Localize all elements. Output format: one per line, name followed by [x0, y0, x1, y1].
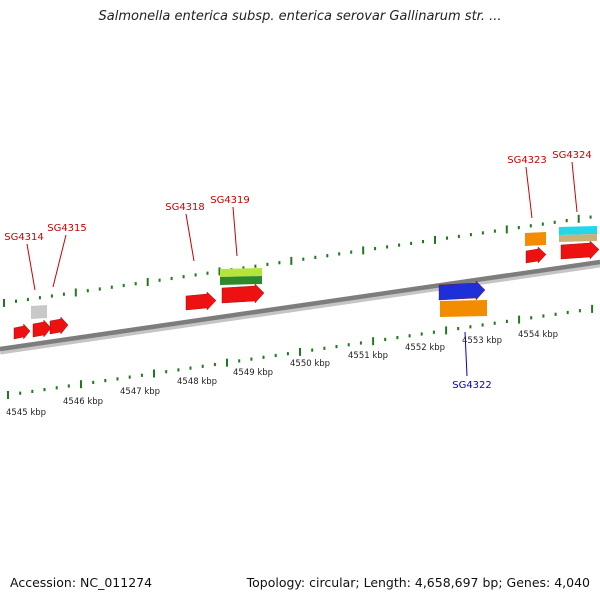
- gene-feature[interactable]: [220, 268, 262, 277]
- gene-label-sg4315[interactable]: SG4315: [47, 223, 87, 234]
- gene-feature[interactable]: [440, 300, 487, 317]
- scale-label: 4547 kbp: [120, 387, 160, 397]
- accession-text: Accession: NC_011274: [10, 575, 153, 590]
- scale-label: 4553 kbp: [462, 336, 502, 346]
- outer-tick-track: [3, 214, 592, 307]
- gene-label-sg4318[interactable]: SG4318: [165, 202, 205, 213]
- gene-label-leader: [571, 161, 578, 213]
- gene-label-leader: [185, 213, 195, 262]
- gene-label-leader: [52, 234, 67, 288]
- gene-feature[interactable]: [13, 323, 31, 340]
- gene-label-sg4319[interactable]: SG4319: [210, 195, 250, 206]
- scale-label: 4551 kbp: [348, 351, 388, 361]
- scale-label: 4545 kbp: [6, 408, 46, 418]
- gene-label-sg4324[interactable]: SG4324: [552, 150, 592, 161]
- backbone: [0, 259, 600, 355]
- gene-feature[interactable]: [438, 280, 486, 301]
- gene-feature[interactable]: [525, 232, 546, 246]
- scale-label: 4548 kbp: [177, 377, 217, 387]
- gene-label-sg4323[interactable]: SG4323: [507, 155, 547, 166]
- scale-label: 4552 kbp: [405, 343, 445, 353]
- gene-feature[interactable]: [221, 283, 265, 304]
- scale-label: 4554 kbp: [518, 330, 558, 340]
- genome-summary-text: Topology: circular; Length: 4,658,697 bp…: [246, 575, 590, 590]
- scale-label: 4549 kbp: [233, 368, 273, 378]
- gene-label-sg4314[interactable]: SG4314: [4, 232, 44, 243]
- gene-feature[interactable]: [559, 234, 597, 242]
- gene-feature[interactable]: [185, 291, 217, 311]
- gene-feature[interactable]: [49, 316, 69, 335]
- gene-label-leader: [26, 243, 36, 291]
- map-title: Salmonella enterica subsp. enterica sero…: [98, 9, 502, 24]
- gene-features[interactable]: [13, 226, 600, 340]
- backbone-line: [0, 259, 600, 352]
- gene-label-sg4322[interactable]: SG4322: [452, 380, 492, 391]
- gene-feature[interactable]: [560, 240, 600, 260]
- inner-tick-track: [7, 304, 594, 399]
- gene-feature[interactable]: [32, 319, 52, 338]
- scale-label: 4546 kbp: [63, 397, 103, 407]
- gene-feature[interactable]: [31, 305, 47, 319]
- scale-labels: 4545 kbp 4546 kbp 4547 kbp 4548 kbp 4549 kbp…: [6, 330, 558, 418]
- gene-label-leader: [464, 331, 468, 377]
- gene-label-leader: [232, 206, 238, 257]
- gene-feature[interactable]: [525, 246, 547, 264]
- gene-label-leader: [525, 166, 533, 219]
- scale-label: 4550 kbp: [290, 359, 330, 369]
- gene-feature[interactable]: [220, 276, 262, 285]
- gene-feature[interactable]: [559, 226, 597, 235]
